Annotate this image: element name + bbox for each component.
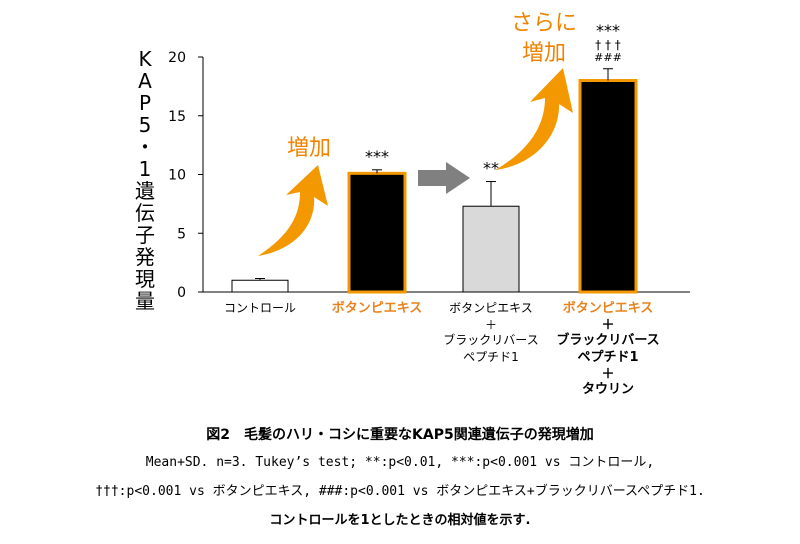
y-tick-label: 20	[168, 50, 186, 66]
figure-caption-line-2: †††:p<0.001 vs ボタンピエキス, ###:p<0.001 vs ボ…	[95, 484, 705, 499]
bar	[462, 205, 520, 293]
y-tick-label: 5	[177, 226, 186, 242]
bar	[231, 279, 289, 293]
bar	[347, 171, 407, 294]
category-label: ＋	[485, 318, 497, 332]
annotation-arrows	[258, 68, 573, 256]
figure-caption-line-3: コントロールを1としたときの相対値を示す.	[269, 513, 531, 528]
y-axis-label-char: ・	[135, 135, 155, 159]
y-axis-label-char: A	[138, 69, 152, 93]
annotation-text: 増加	[287, 136, 331, 161]
y-axis-label-char: K	[138, 47, 152, 71]
significance-mark: ***	[596, 21, 620, 40]
y-tick-label: 15	[168, 109, 186, 125]
category-label: ボタンピエキス	[332, 300, 423, 316]
annotation-text: さらに	[511, 11, 577, 36]
category-label: コントロール	[224, 301, 296, 315]
category-label: ブラックリバース	[443, 332, 538, 347]
category-label: ボタンピエキス	[563, 300, 654, 316]
y-axis-label-char: 発	[135, 245, 155, 269]
y-axis-label-char: 伝	[135, 201, 155, 225]
y-axis-label-char: 子	[135, 223, 155, 247]
category-labels: コントロール ボタンピエキス ボタンピエキス＋ブラックリバースペプチド1ボタンピエキ…	[224, 300, 660, 397]
bar-chart: 05101520 *****###† † †*** コントロール ボタンピエキスボ…	[168, 11, 690, 397]
y-tick-label: 10	[168, 168, 186, 184]
y-axis-label: K A P 5 ・ 1 遺伝子発現量	[132, 48, 158, 312]
annotation-text: 増加	[522, 41, 566, 66]
transition-arrow	[418, 162, 470, 194]
y-axis-label-char: 現	[135, 267, 155, 291]
bar	[578, 79, 638, 294]
category-label: ペプチド1	[577, 350, 638, 365]
significance-mark: † † †	[595, 38, 621, 52]
significance-mark: **	[483, 159, 499, 178]
significance-mark: ###	[594, 51, 622, 64]
category-label: ボタンピエキス	[449, 301, 533, 315]
y-axis-label-char: 遺	[135, 179, 155, 203]
increase-arrow-1	[258, 165, 328, 256]
significance-mark: ***	[365, 147, 389, 166]
category-label: ＋	[601, 318, 614, 333]
y-tick-label: 0	[177, 285, 186, 301]
y-axis-label-char: P	[138, 91, 152, 115]
category-label: タウリン	[582, 382, 634, 397]
category-label: ブラックリバース	[556, 332, 659, 348]
increase-arrow-2	[495, 68, 573, 170]
category-label: ＋	[601, 367, 614, 382]
figure-caption-title: 図2 毛髪のハリ・コシに重要なKAP5関連遺伝子の発現増加	[206, 427, 594, 443]
category-label: ペプチド1	[463, 350, 519, 364]
y-axis-label-char: 量	[135, 289, 155, 313]
bars: *****###† † †***	[231, 21, 638, 294]
y-axis-label-char: 1	[138, 157, 152, 181]
figure-caption-line-1: Mean+SD. n=3. Tukey’s test; **:p<0.01, *…	[145, 455, 655, 470]
y-axis-label-char: 5	[138, 113, 152, 137]
